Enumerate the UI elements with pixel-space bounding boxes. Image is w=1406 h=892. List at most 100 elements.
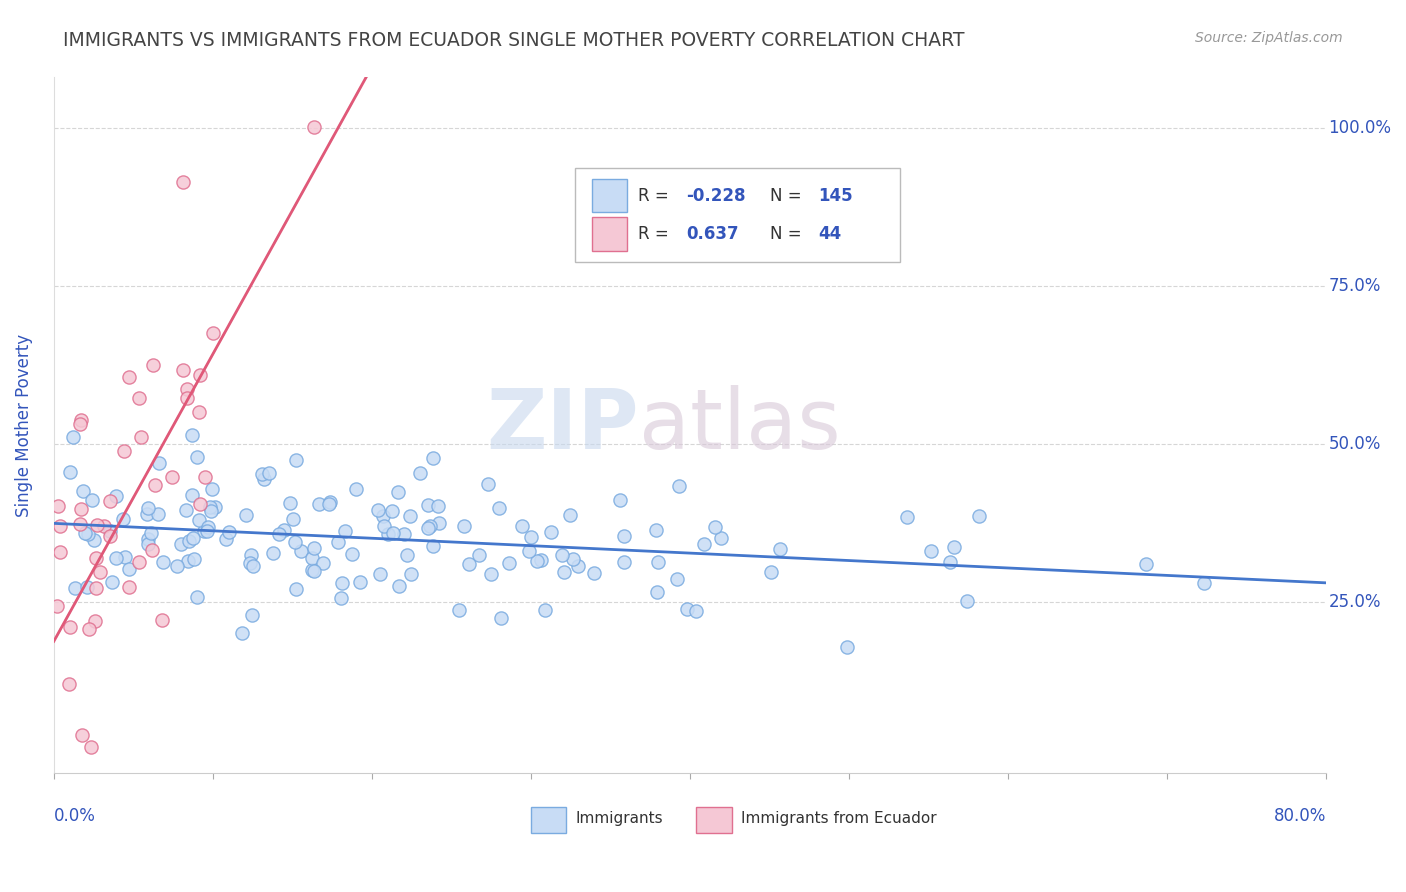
Text: Immigrants: Immigrants [575, 811, 664, 826]
Point [84, 550, 107, 565]
Point [278, 496, 301, 510]
Point [204, 500, 226, 515]
Text: R =: R = [638, 186, 673, 204]
Point [193, 524, 215, 538]
Point [510, 519, 533, 533]
Point [769, 541, 792, 556]
Text: R =: R = [638, 225, 673, 243]
Point [112, 511, 135, 525]
Text: Immigrants from Ecuador: Immigrants from Ecuador [741, 811, 936, 826]
Point [373, 509, 395, 524]
Point [187, 405, 209, 419]
Point [394, 526, 416, 541]
Point [318, 497, 340, 511]
Point [308, 497, 330, 511]
Point [479, 567, 502, 582]
Point [70, 728, 93, 742]
Point [166, 559, 188, 574]
Point [142, 358, 165, 372]
Point [381, 504, 404, 518]
Point [77, 622, 100, 636]
Point [84, 614, 107, 628]
Point [128, 391, 150, 405]
Text: ZIP: ZIP [486, 384, 638, 466]
Point [943, 540, 966, 554]
Point [273, 523, 295, 537]
Point [312, 557, 335, 571]
Point [98, 494, 121, 508]
Point [128, 554, 150, 568]
Point [704, 520, 727, 534]
Point [967, 509, 990, 524]
Text: Source: ZipAtlas.com: Source: ZipAtlas.com [1195, 31, 1343, 45]
Point [69, 417, 91, 432]
Point [46, 871, 69, 886]
Point [176, 391, 198, 405]
Point [148, 456, 170, 470]
Point [422, 451, 444, 466]
Point [395, 548, 418, 562]
Point [956, 593, 979, 607]
Point [534, 602, 557, 616]
Point [262, 546, 284, 560]
Point [301, 551, 323, 566]
Point [118, 580, 141, 594]
Point [62, 430, 84, 444]
Point [201, 326, 224, 340]
Point [201, 483, 224, 497]
Point [59, 620, 82, 634]
Point [188, 513, 211, 527]
Point [281, 512, 304, 526]
Point [526, 554, 548, 568]
Point [488, 501, 510, 516]
Point [200, 503, 222, 517]
Point [419, 519, 441, 533]
Point [284, 535, 307, 549]
Point [177, 554, 200, 568]
Point [105, 550, 128, 565]
Point [176, 383, 198, 397]
Point [172, 175, 194, 189]
Text: 44: 44 [818, 225, 842, 243]
Y-axis label: Single Mother Poverty: Single Mother Poverty [15, 334, 32, 516]
Point [710, 531, 733, 545]
Point [72, 483, 94, 498]
Point [367, 503, 389, 517]
Point [105, 490, 128, 504]
Point [136, 501, 159, 516]
Point [517, 544, 540, 558]
Point [135, 507, 157, 521]
Point [195, 524, 218, 538]
Point [468, 548, 491, 562]
Point [172, 363, 194, 377]
Point [46, 799, 69, 814]
Point [98, 524, 121, 538]
Point [938, 555, 960, 569]
Text: IMMIGRANTS VS IMMIGRANTS FROM ECUADOR SINGLE MOTHER POVERTY CORRELATION CHART: IMMIGRANTS VS IMMIGRANTS FROM ECUADOR SI… [63, 31, 965, 50]
Point [377, 526, 399, 541]
Point [139, 525, 162, 540]
Point [240, 607, 263, 622]
Point [138, 537, 160, 551]
Point [80, 740, 103, 755]
Point [896, 510, 918, 524]
Point [1192, 575, 1215, 590]
Point [427, 516, 450, 531]
Point [489, 611, 512, 625]
Point [98, 529, 121, 543]
Point [160, 470, 183, 484]
Point [330, 591, 353, 605]
Point [382, 526, 405, 541]
Point [63, 582, 86, 596]
Point [186, 450, 208, 464]
FancyBboxPatch shape [592, 217, 627, 251]
Point [197, 519, 219, 533]
Point [118, 370, 141, 384]
Point [141, 542, 163, 557]
Point [59, 465, 82, 479]
Point [112, 444, 135, 458]
Point [114, 550, 136, 565]
Point [188, 368, 211, 382]
Text: 145: 145 [818, 186, 853, 204]
Point [86, 517, 108, 532]
